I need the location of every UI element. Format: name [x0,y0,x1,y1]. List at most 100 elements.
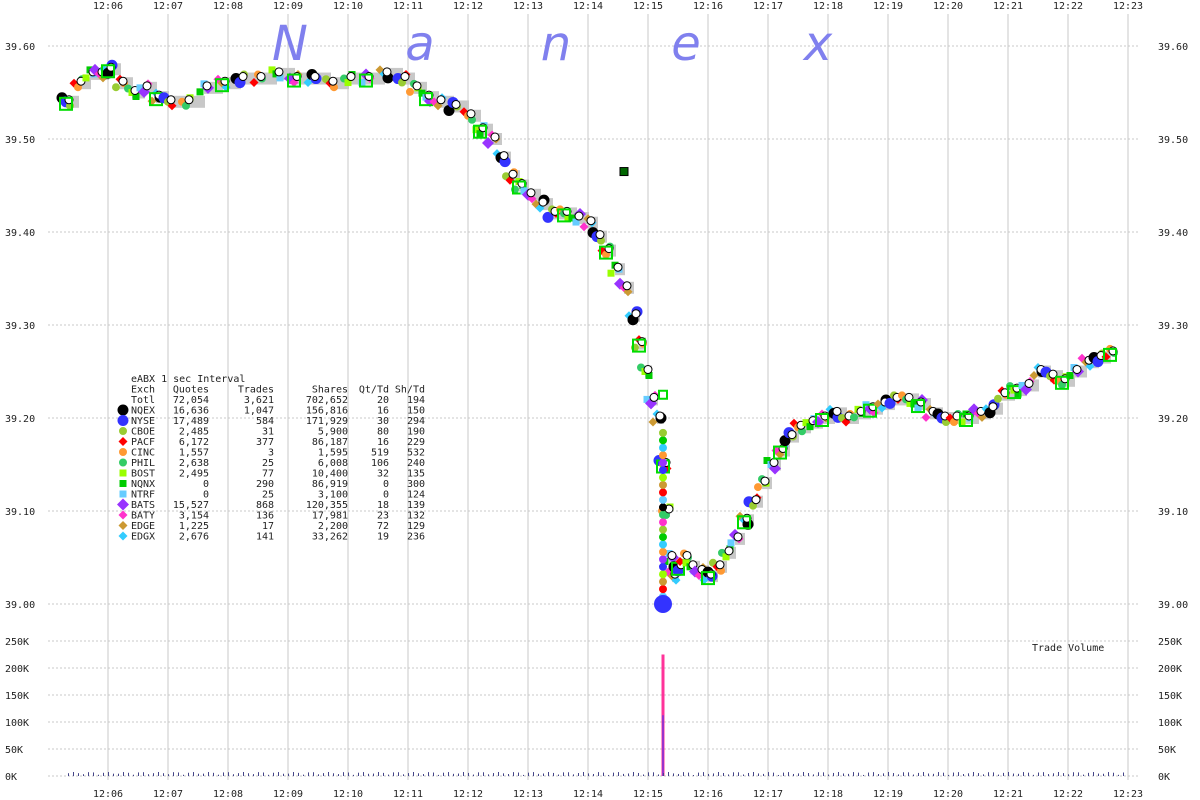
quote-point [310,72,320,82]
volume-bar [598,772,599,776]
legend-cell: 16,636 [173,406,209,417]
quote-point [466,109,476,119]
legend-cell: 33,262 [312,532,348,543]
legend-cell: 3,154 [179,511,209,522]
nqnx-trade-point [1055,375,1069,390]
legend-cell: BATS [131,500,155,511]
watermark-letter: a [405,16,434,72]
volume-bar [588,773,589,776]
volume-bar [483,772,484,776]
quote-point [1024,378,1034,388]
nqnx-trade-point [101,64,115,79]
volume-bar [848,773,849,776]
volume-bar [743,774,744,776]
volume-bar [1013,773,1014,776]
crash-point [659,570,667,579]
quote-point [436,95,446,105]
volume-bar [833,772,834,776]
price-point [994,394,1002,403]
quote-point [667,551,677,560]
volume-bar [943,772,944,776]
volume-bar [993,772,994,776]
price-point [406,87,414,96]
x-tick-label-bottom: 12:19 [873,789,903,800]
legend-cell: 141 [256,532,274,543]
price-point [132,93,140,100]
volume-bar [68,773,69,776]
crash-point [659,585,667,594]
legend-cell: EDGX [131,532,155,543]
legend-cell: 17,981 [312,511,348,522]
volume-bar [883,773,884,776]
legend-cell: 2,200 [318,521,348,532]
price-point [607,269,615,277]
price-point [572,218,580,226]
volume-bar [773,772,774,776]
volume-bar [813,774,814,776]
legend-cell: 229 [407,437,425,448]
nqnx-trade-point [1007,385,1021,400]
volume-bar [268,774,269,776]
volume-bar [1108,772,1109,776]
legend-marker [117,498,129,511]
volume-bar [233,774,234,776]
nqnx-trade-point [737,515,751,530]
volume-bar [843,773,844,776]
price-point [806,423,814,431]
volume-bar [768,772,769,776]
quote-point [508,169,518,179]
volume-bar [383,772,384,776]
quote-point [613,262,623,272]
price-point [921,412,931,422]
volume-bar [258,772,259,776]
volume-tick-label-left: 0K [5,772,17,783]
watermark-letter: e [671,16,701,72]
crash-point [659,458,667,467]
legend-cell: CBOE [131,427,155,438]
volume-bar [1023,772,1024,776]
legend-cell: 120,355 [306,500,348,511]
volume-bar [1098,773,1099,776]
volume-bar [468,772,469,776]
volume-bar [168,774,169,776]
volume-bar [108,772,109,776]
legend-cell: NQNX [131,479,155,490]
volume-bar [403,774,404,776]
price-point [722,553,730,561]
crash-point [659,525,667,534]
quote-point [595,230,605,240]
volume-bar [568,772,569,776]
volume-bar [288,773,289,776]
x-tick-label-bottom: 12:06 [93,789,123,800]
volume-bar [1118,774,1119,776]
volume-bar [928,773,929,776]
legend-cell: 25 [262,490,274,501]
crash-point [659,451,667,460]
volume-bar [493,773,494,776]
quote-point [328,76,338,86]
price-point [472,126,480,134]
price-point [802,419,810,427]
volume-bar [763,773,764,776]
quote-point [142,81,152,91]
legend-cell: NTRF [131,490,155,501]
quote-point [412,81,422,91]
y-tick-label-right: 39.20 [1158,414,1188,425]
legend-cell: 300 [407,479,425,490]
quote-point [382,67,392,77]
crash-point [659,495,667,504]
legend-cell: 30 [377,416,389,427]
legend-cell: 194 [407,395,425,406]
price-point [520,187,528,195]
volume-bar [708,773,709,776]
nqnx-trade-point [959,413,973,427]
legend-cell: 702,652 [306,395,348,406]
volume-bar [738,772,739,776]
quote-point [751,495,761,505]
legend-cell: 519 [371,448,389,459]
legend-cell: 0 [203,490,209,501]
volume-bar [668,772,669,776]
volume-bar [263,772,264,776]
volume-bar [203,773,204,776]
